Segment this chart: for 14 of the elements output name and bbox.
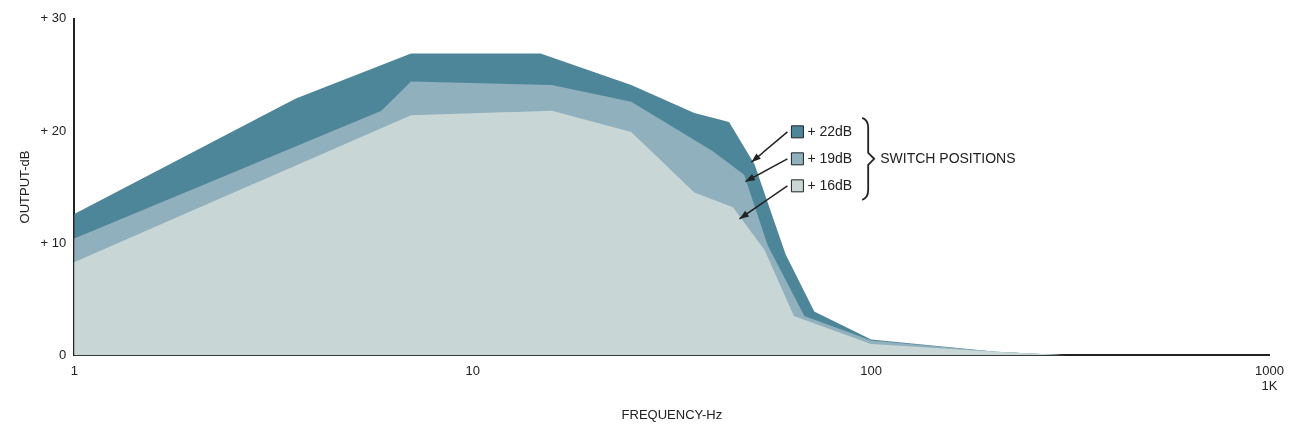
x-tick-label: 1000 1K [1255,362,1284,394]
y-tick-label: + 20 [40,122,67,138]
y-tick-label: + 10 [40,234,67,250]
x-axis-title: FREQUENCY-Hz [621,406,723,422]
y-tick-label: + 30 [40,10,67,26]
x-tick-label: 100 [860,362,882,378]
annotation: SWITCH POSITIONS [880,149,1016,166]
x-tick-label: 1 [70,362,78,378]
legend-label: + 19dB [807,149,853,166]
legend-label: + 22dB [807,122,853,139]
y-axis-title: OUTPUT-dB [17,150,33,224]
y-tick-label: 0 [59,346,67,362]
x-tick-label: 10 [465,362,480,378]
legend-label: + 16dB [807,176,853,193]
